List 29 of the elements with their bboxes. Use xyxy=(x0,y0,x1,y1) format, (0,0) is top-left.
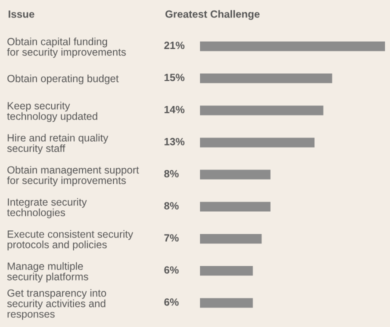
data-label: 14% xyxy=(164,106,184,114)
y-tick-label: Obtain capital funding for security improvements xyxy=(7,38,126,58)
x-axis-title: Greatest Challenge xyxy=(165,10,260,20)
bar xyxy=(200,266,253,276)
bar xyxy=(200,234,262,244)
data-label: 6% xyxy=(164,298,179,306)
data-label: 6% xyxy=(164,266,179,274)
y-tick-label: Get transparency into security activities and responses xyxy=(7,289,106,320)
bar xyxy=(200,41,385,52)
bar xyxy=(200,170,270,180)
data-label: 15% xyxy=(164,74,184,82)
y-tick-label: Execute consistent security protocols and policies xyxy=(8,230,134,250)
data-label: 13% xyxy=(164,138,184,146)
y-tick-label: Keep security technology updated xyxy=(7,102,98,122)
y-tick-label: Obtain operating budget xyxy=(7,74,119,84)
data-label: 8% xyxy=(164,170,179,178)
y-tick-label: Manage multiple security platforms xyxy=(7,262,88,282)
data-label: 21% xyxy=(164,42,184,50)
bar xyxy=(200,106,324,116)
y-tick-label: Hire and retain quality security staff xyxy=(7,134,108,154)
y-axis-title: Issue xyxy=(8,10,34,18)
data-label: 7% xyxy=(164,234,179,242)
y-tick-label: Obtain management support for security improvements xyxy=(7,166,139,186)
data-label: 8% xyxy=(164,202,179,210)
bar xyxy=(200,202,270,212)
y-tick-label: Integrate security technologies xyxy=(7,198,87,218)
bar xyxy=(200,298,253,308)
bar xyxy=(200,74,332,84)
bar xyxy=(200,138,315,148)
